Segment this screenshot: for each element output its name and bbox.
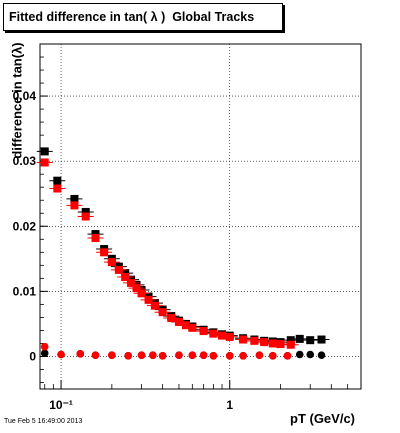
data-point-square: [144, 295, 153, 304]
data-point-circle: [295, 350, 304, 359]
data-point-square: [81, 207, 90, 216]
tick-labels: 0 0.01 0.02 0.03 0.04 10⁻¹ 1: [13, 89, 234, 412]
data-point-square: [137, 289, 146, 298]
data-point-circle: [40, 349, 49, 357]
chart-title-box: Fitted difference in tan( λ ) Global Tra…: [3, 3, 283, 31]
timestamp-footer: Tue Feb 5 16:49:00 2013: [4, 418, 83, 425]
data-point-circle: [255, 351, 264, 359]
data-point-circle: [239, 352, 247, 360]
data-point-square: [121, 273, 130, 282]
data-point-square: [306, 336, 315, 345]
plot-frame: [39, 43, 362, 390]
y-axis-label: difference in tan(λ): [9, 42, 25, 159]
data-point-square: [250, 336, 259, 345]
data-point-square: [107, 258, 116, 267]
data-point-circle: [306, 350, 315, 359]
data-point-circle: [225, 352, 234, 360]
chart-title: Fitted difference in tan( λ ) Global Tra…: [9, 10, 255, 24]
data-point-square: [174, 317, 183, 326]
data-point-square: [81, 212, 90, 221]
data-point-square: [218, 331, 227, 340]
data-point-square: [40, 147, 49, 156]
y-tick-label: 0.01: [13, 284, 37, 298]
data-point-square: [199, 327, 208, 336]
x-axis-label: pT (GeV/c): [290, 411, 356, 426]
data-point-square: [91, 233, 100, 242]
data-point-square: [53, 176, 62, 185]
data-point-square: [317, 335, 326, 344]
y-tick-label: 0.03: [13, 154, 37, 168]
x-tick-label: 10⁻¹: [49, 398, 73, 412]
data-point-circle: [175, 351, 183, 359]
data-point-square: [260, 338, 269, 347]
data-point-circle: [209, 352, 218, 360]
data-point-square: [188, 323, 197, 332]
y-tick-label: 0: [29, 349, 36, 363]
y-tick-label: 0.02: [13, 219, 37, 233]
data-point-square: [276, 340, 285, 349]
y-tick-label: 0.04: [13, 89, 37, 103]
data-point-circle: [199, 351, 208, 359]
data-point-square: [286, 336, 295, 345]
data-point-circle: [40, 342, 49, 351]
data-point-square: [181, 321, 190, 330]
data-points: [36, 147, 330, 360]
data-point-circle: [158, 352, 167, 360]
data-point-square: [158, 308, 167, 317]
data-point-circle: [188, 351, 197, 359]
data-point-circle: [317, 351, 326, 359]
data-point-square: [295, 334, 304, 343]
data-point-square: [239, 335, 248, 344]
data-point-circle: [108, 351, 116, 359]
x-tick-label: 1: [226, 398, 233, 412]
data-point-square: [225, 332, 234, 341]
data-point-circle: [76, 350, 85, 358]
data-point-square: [127, 278, 136, 287]
data-point-square: [209, 329, 218, 338]
data-point-circle: [269, 352, 277, 360]
data-point-circle: [91, 351, 100, 359]
data-point-square: [114, 265, 123, 274]
data-point-circle: [57, 350, 65, 359]
data-point-square: [132, 284, 141, 293]
data-point-square: [70, 194, 79, 203]
data-point-square: [167, 314, 176, 323]
data-point-square: [268, 339, 277, 348]
data-point-circle: [124, 352, 132, 360]
data-point-square: [286, 340, 295, 349]
data-point-square: [53, 184, 62, 193]
data-point-square: [100, 248, 109, 257]
data-point-square: [150, 301, 159, 310]
data-point-square: [70, 201, 79, 210]
data-point-circle: [283, 352, 292, 360]
data-point-circle: [137, 351, 146, 359]
data-point-circle: [149, 351, 157, 359]
data-point-square: [40, 158, 49, 167]
